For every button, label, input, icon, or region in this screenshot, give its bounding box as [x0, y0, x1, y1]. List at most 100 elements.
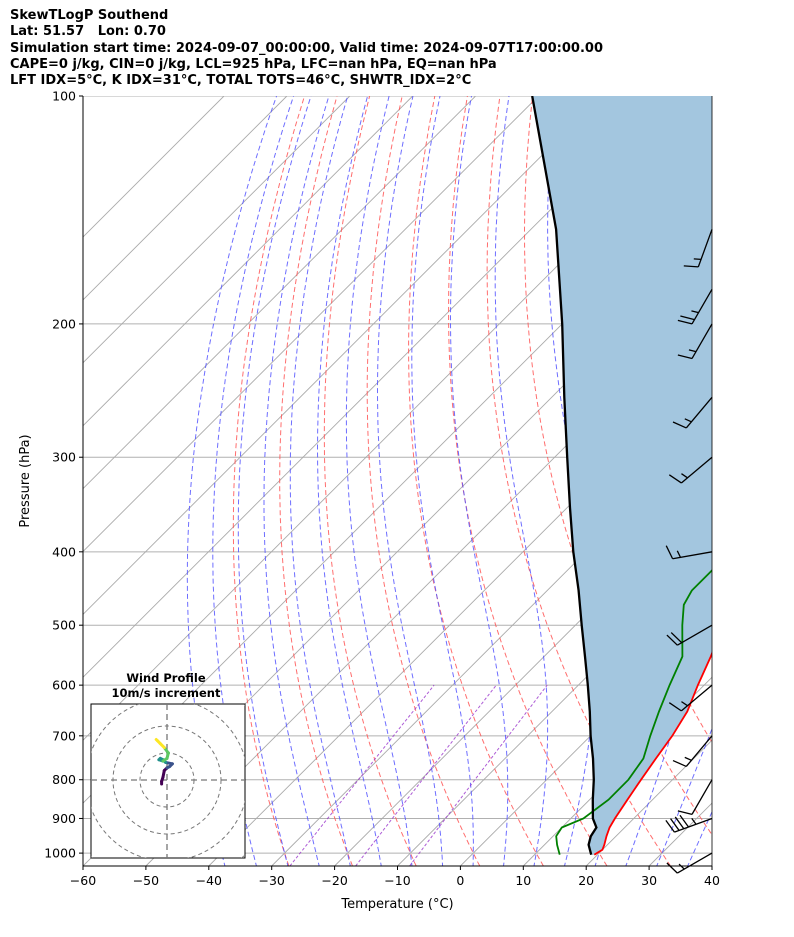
barb-full [680, 315, 695, 321]
title-location: Lat: 51.57 Lon: 0.70 [10, 24, 166, 40]
y-tick-label: 600 [52, 678, 76, 693]
x-tick-label: 30 [641, 873, 657, 888]
y-tick-label: 700 [52, 728, 76, 743]
wind-barb [683, 229, 713, 268]
barb-full [666, 634, 678, 646]
mixing-ratio-line [289, 684, 435, 866]
dry-adiabat [408, 96, 544, 866]
x-tick-label: −40 [196, 873, 222, 888]
dry-adiabat [366, 96, 481, 866]
isotherm-line [334, 487, 712, 866]
dry-adiabat [279, 96, 353, 866]
isotherm-line [460, 613, 712, 866]
barb-staff [672, 551, 713, 560]
isotherm-line [83, 96, 476, 490]
y-tick-label: 200 [52, 316, 76, 331]
dry-adiabat [448, 96, 608, 866]
barb-staff [680, 684, 713, 712]
x-tick-label: 20 [578, 873, 594, 888]
barb-full [677, 354, 693, 360]
x-tick-label: −60 [70, 873, 96, 888]
hodograph-title: Wind Profile [126, 671, 206, 685]
wind-barb [668, 456, 713, 484]
barb-full [672, 759, 687, 768]
barb-staff [685, 735, 713, 767]
hodograph-subtitle: 10m/s increment [112, 686, 221, 700]
moist-adiabat [411, 96, 474, 866]
moist-adiabat [687, 810, 712, 866]
dry-adiabat [486, 96, 672, 866]
barb-half [684, 756, 692, 761]
moist-adiabat [450, 96, 509, 866]
isotherm-line [83, 96, 414, 427]
barb-full [668, 474, 682, 484]
barb-half [678, 863, 685, 870]
wind-barb [668, 684, 713, 712]
x-tick-label: −20 [321, 873, 347, 888]
isotherm-line [83, 96, 351, 364]
title-times: Simulation start time: 2024-09-07_00:00:… [10, 40, 603, 56]
isotherm-line [271, 425, 712, 866]
dry-adiabat [761, 96, 794, 866]
barb-full [670, 818, 680, 831]
title-indices-cape: CAPE=0 j/kg, CIN=0 j/kg, LCL=925 hPa, LF… [10, 56, 497, 72]
barb-full [666, 862, 678, 874]
isotherm-line [397, 550, 712, 866]
moist-adiabat [237, 96, 312, 866]
hodograph-plot [91, 704, 245, 858]
parcel-line [531, 96, 598, 855]
dewpoint-line [555, 569, 712, 855]
wind-barb [665, 545, 713, 560]
barb-full [677, 810, 693, 816]
isotherm-line [145, 299, 712, 866]
chart-title-block: SkewTLogP Southend Lat: 51.57 Lon: 0.70 … [10, 8, 603, 89]
moist-adiabat [212, 96, 295, 866]
moist-adiabat [263, 96, 330, 866]
x-tick-label: −10 [384, 873, 410, 888]
mixing-ratio-line [355, 684, 497, 866]
plot-area [83, 96, 794, 866]
y-tick-label: 1000 [44, 846, 76, 861]
barb-full [679, 814, 690, 828]
isotherm-line [711, 865, 712, 866]
y-tick-label: 300 [52, 450, 76, 465]
barb-full [668, 702, 682, 712]
dry-adiabat [523, 96, 712, 836]
moist-adiabat [494, 96, 549, 866]
isotherm-line [83, 96, 225, 238]
dry-adiabat [232, 96, 305, 866]
moist-adiabat [377, 96, 444, 866]
dry-adiabat [323, 96, 417, 866]
title-indices-lifted: LFT IDX=5°C, K IDX=31°C, TOTAL TOTS=46°C… [10, 73, 472, 89]
wind-barbs [665, 229, 713, 874]
x-tick-label: −50 [133, 873, 159, 888]
moist-adiabat [317, 96, 382, 866]
hodograph-frame [90, 703, 246, 859]
barb-staff [697, 229, 713, 268]
barb-half [681, 701, 688, 707]
barb-half [684, 418, 692, 423]
hodograph-segment [154, 738, 160, 743]
moist-adiabat [345, 96, 413, 866]
x-axis-label: Temperature (°C) [340, 897, 453, 912]
barb-full [672, 421, 687, 429]
barb-full [677, 319, 693, 325]
y-tick-label: 100 [52, 89, 76, 104]
y-tick-label: 500 [52, 618, 76, 633]
isotherm-line [83, 96, 602, 616]
y-tick-label: 800 [52, 772, 76, 787]
barb-staff [680, 456, 713, 484]
barb-staff [674, 817, 713, 833]
barb-half [688, 349, 697, 353]
wind-barb [672, 396, 713, 429]
isotherm-line [83, 96, 539, 553]
x-tick-label: −30 [259, 873, 285, 888]
barb-staff [685, 396, 713, 429]
y-tick-label: 900 [52, 811, 76, 826]
wind-barb [677, 779, 713, 816]
barb-half [676, 550, 682, 558]
wind-barb [666, 852, 713, 874]
moist-adiabat [186, 96, 278, 866]
x-tick-label: 10 [515, 873, 531, 888]
